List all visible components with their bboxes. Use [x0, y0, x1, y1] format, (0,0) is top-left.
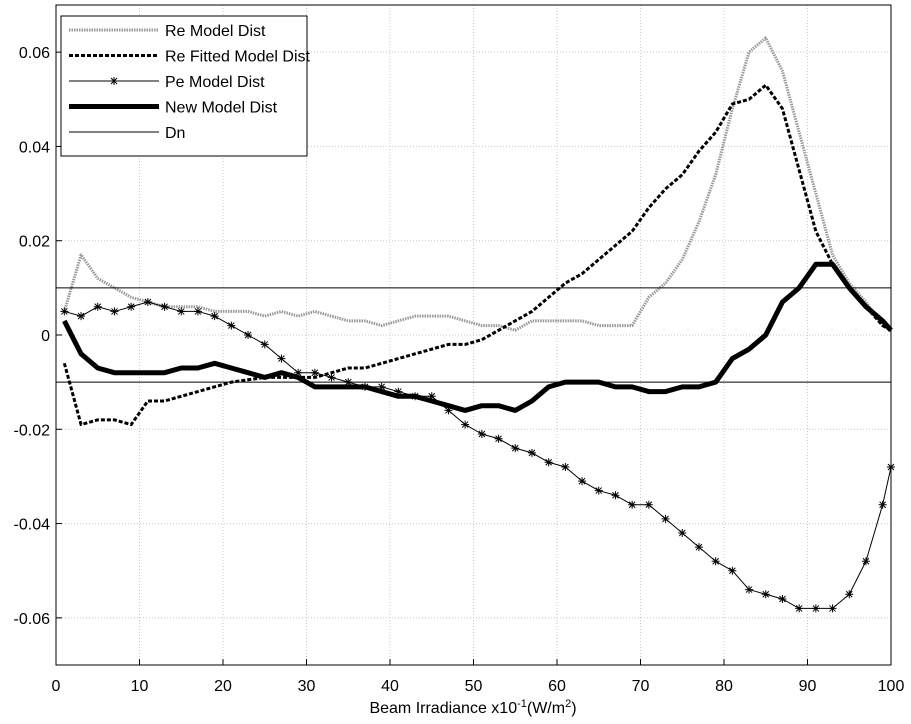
marker [477, 430, 486, 438]
marker [160, 302, 169, 311]
marker [644, 500, 653, 509]
marker [578, 477, 587, 486]
marker [511, 444, 520, 453]
marker [594, 486, 603, 495]
x-label-text: (W/m [527, 700, 565, 717]
marker [277, 354, 286, 363]
marker [661, 514, 670, 523]
marker [227, 321, 236, 330]
marker [210, 312, 219, 321]
marker [761, 590, 770, 599]
marker [561, 463, 570, 471]
marker [127, 302, 136, 311]
marker [811, 604, 820, 613]
x-label-text: ) [571, 700, 576, 717]
marker [711, 557, 720, 566]
plot-frame [55, 4, 892, 666]
marker [494, 434, 503, 443]
y-tick-label: 0.06 [19, 45, 50, 62]
marker [444, 406, 453, 415]
x-tick-label: 20 [214, 678, 232, 695]
marker [394, 387, 403, 396]
x-tick-label: 80 [715, 678, 733, 695]
x-tick-label: 60 [548, 678, 566, 695]
marker [193, 307, 202, 316]
x-label-superscript: -1 [517, 698, 527, 710]
marker [728, 566, 737, 575]
x-tick-label: 30 [298, 678, 316, 695]
y-tick-label: 0 [41, 328, 50, 345]
marker [143, 298, 152, 306]
x-tick-label: 100 [878, 678, 905, 695]
marker [745, 585, 754, 594]
x-tick-label: 50 [465, 678, 483, 695]
series-line [62, 36, 892, 332]
legend-marker [110, 77, 118, 85]
marker [461, 420, 470, 429]
legend-label: New Model Dist [165, 100, 278, 117]
marker [177, 307, 186, 316]
x-label-superscript: 2 [565, 698, 571, 710]
marker [427, 392, 436, 401]
marker [778, 595, 787, 603]
marker [294, 368, 303, 377]
marker [244, 331, 253, 339]
marker [795, 604, 804, 613]
marker [678, 529, 687, 537]
legend-label: Dn [165, 125, 185, 142]
y-tick-label: -0.06 [14, 611, 51, 628]
y-tick-label: 0.04 [19, 139, 50, 156]
marker [628, 500, 637, 509]
legend-label: Pe Model Dist [165, 74, 265, 91]
marker [93, 302, 102, 311]
marker [694, 543, 703, 552]
marker [327, 373, 336, 382]
series-line [62, 83, 892, 427]
marker [377, 382, 386, 391]
legend-label: Re Model Dist [165, 23, 266, 40]
x-label-text: Beam Irradiance x10 [369, 700, 517, 717]
marker [77, 312, 86, 321]
marker [544, 458, 553, 467]
y-tick-label: -0.04 [14, 517, 51, 534]
series-line [62, 261, 893, 413]
x-axis-label: Beam Irradiance x10-1(W/m2) [369, 698, 576, 717]
marker [527, 448, 536, 457]
marker [310, 368, 319, 377]
y-tick-label: -0.02 [14, 422, 51, 439]
marker [110, 307, 119, 316]
x-tick-label: 70 [632, 678, 650, 695]
legend-box [60, 15, 308, 157]
marker [878, 500, 887, 509]
x-tick-label: 0 [52, 678, 61, 695]
x-tick-label: 10 [131, 678, 149, 695]
marker [611, 491, 620, 500]
marker [828, 604, 837, 613]
marker [60, 307, 69, 316]
legend-label: Re Fitted Model Dist [165, 49, 310, 66]
y-tick-label: 0.02 [19, 234, 50, 251]
marker [861, 557, 870, 566]
marker [845, 590, 854, 599]
x-tick-label: 90 [799, 678, 817, 695]
x-tick-label: 40 [381, 678, 399, 695]
marker [260, 340, 269, 349]
